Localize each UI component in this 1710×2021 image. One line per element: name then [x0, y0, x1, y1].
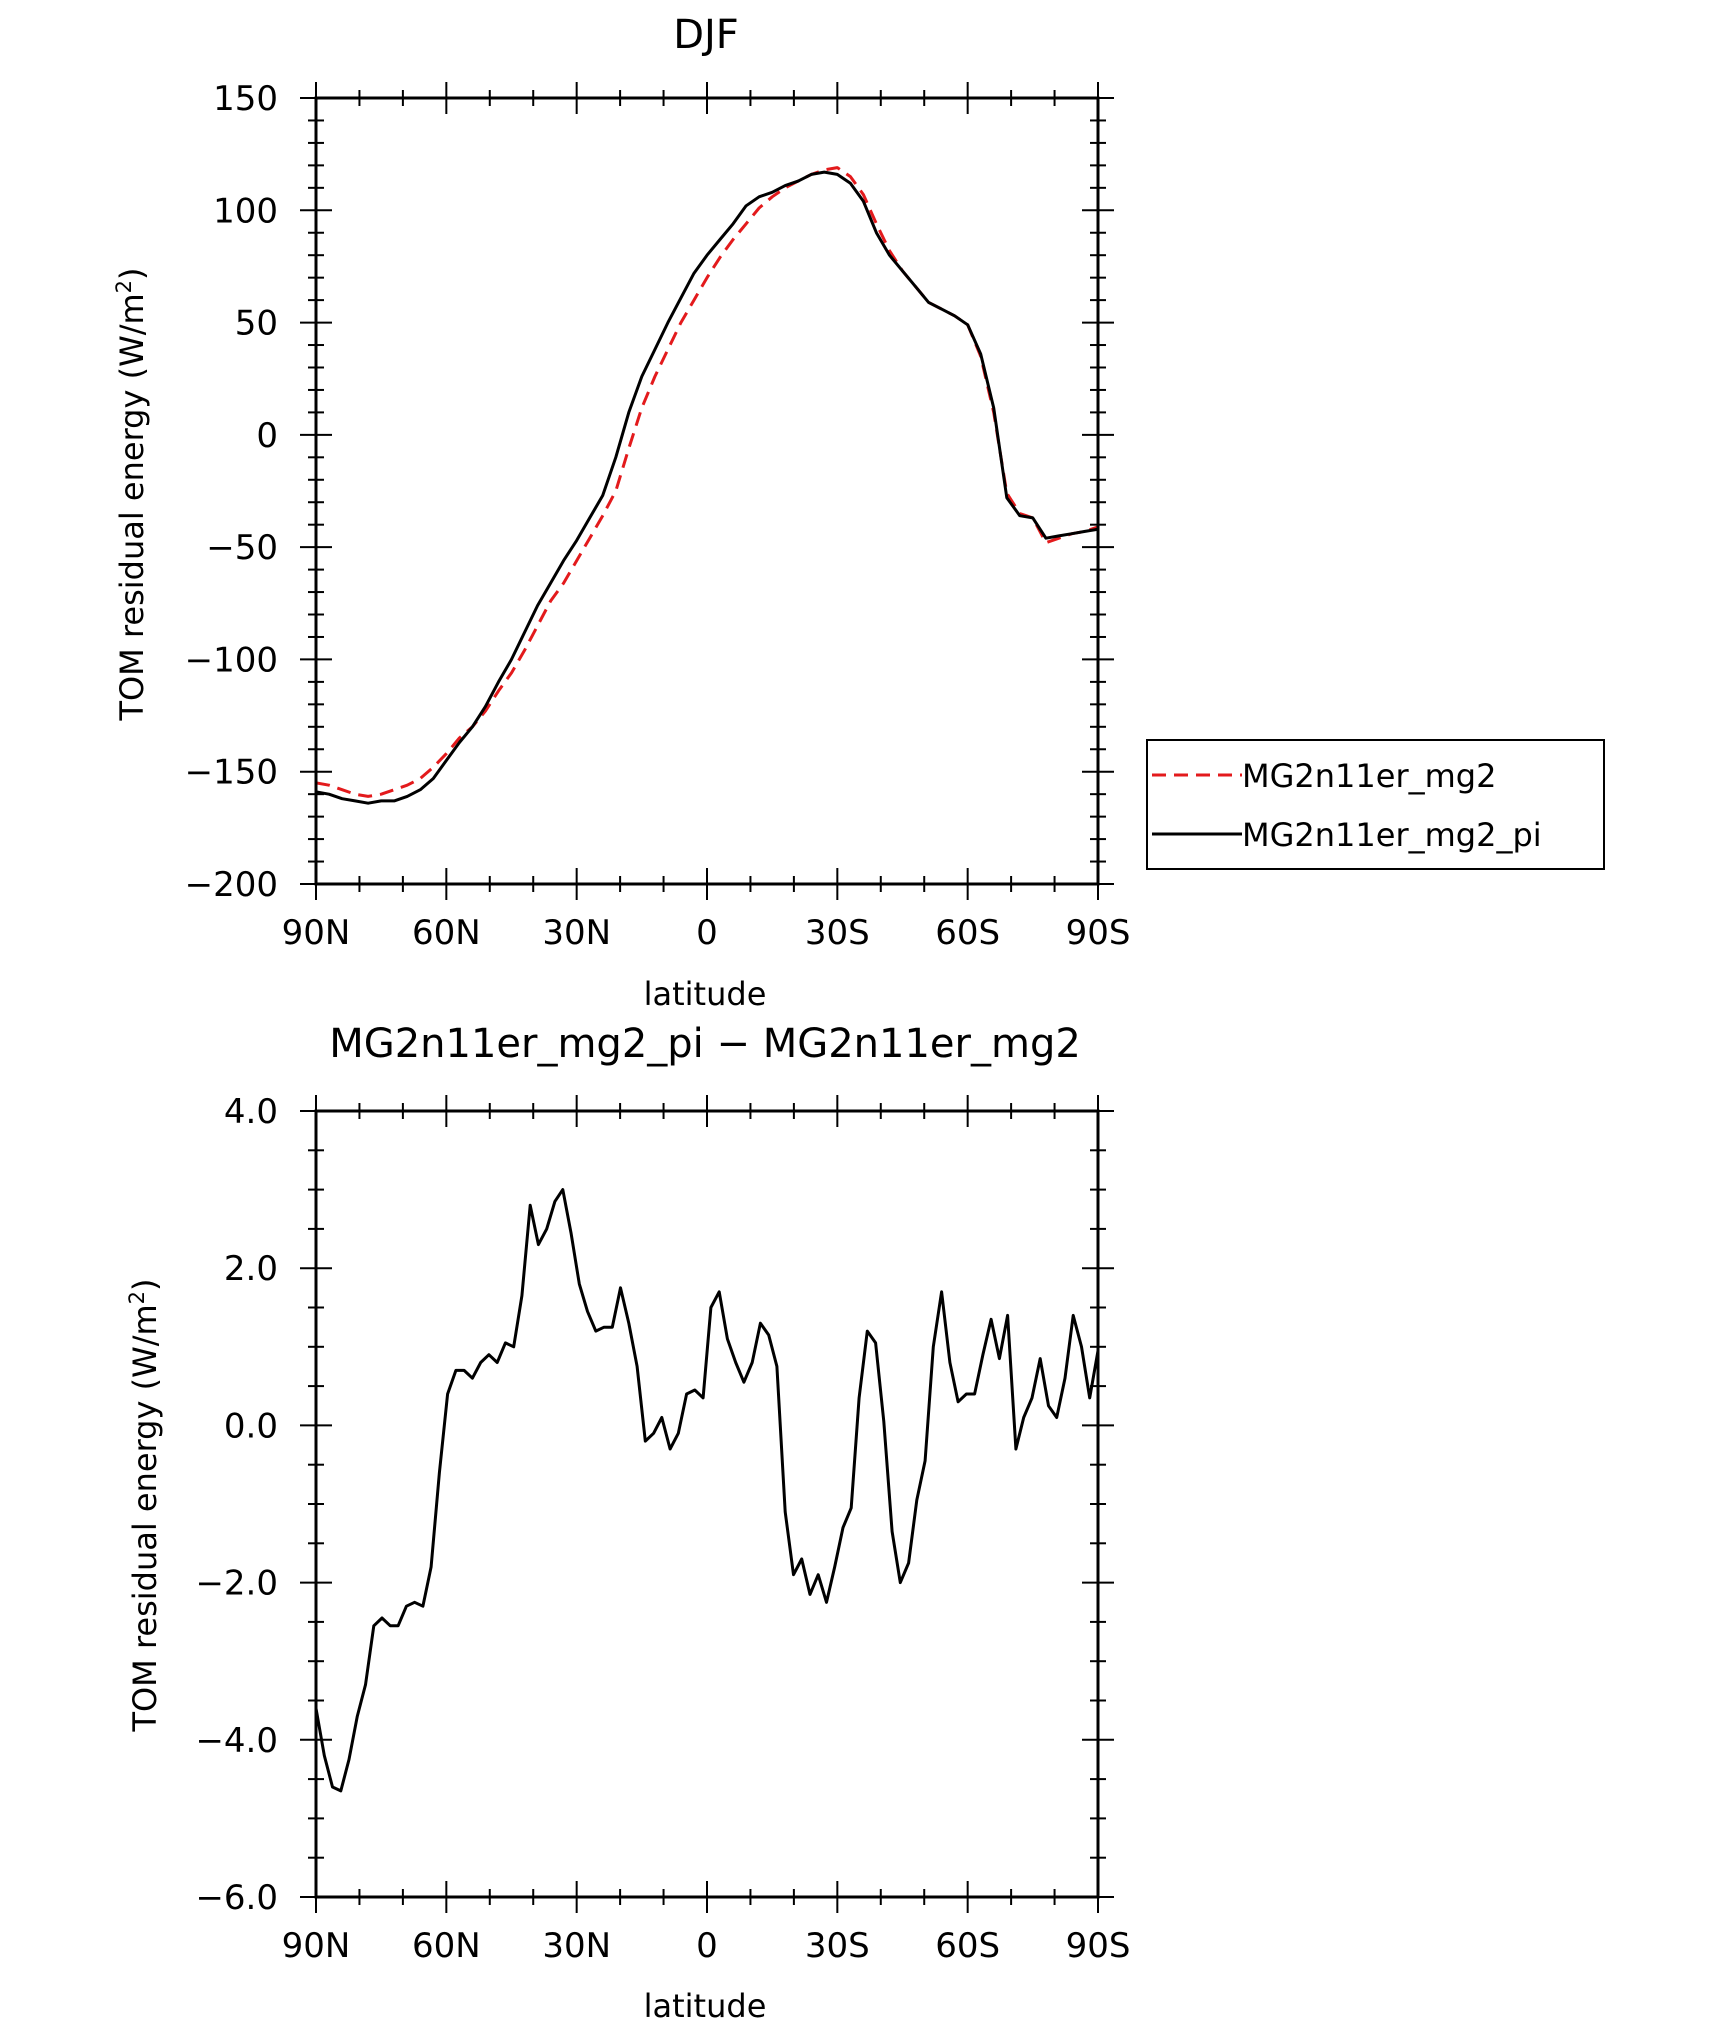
series-line-1	[316, 1188, 1098, 1793]
legend: MG2n11er_mg2 MG2n11er_mg2_pi	[1146, 739, 1605, 870]
y-axis-label: TOM residual energy (W/m2)	[112, 267, 151, 721]
series-line-1	[316, 166, 1098, 798]
x-tick-label: 90S	[1066, 913, 1131, 953]
y-axis-label-text: TOM residual energy (W/m	[126, 1304, 164, 1732]
legend-label-mg2: MG2n11er_mg2	[1242, 757, 1496, 795]
panel-bottom-difference: MG2n11er_mg2_pi − MG2n11er_mg2 90N 60N 30N…	[125, 1021, 1130, 2021]
plot-frame	[314, 1109, 1100, 1899]
x-tick-label: 90N	[282, 913, 351, 953]
y-axis-label-text: TOM residual energy (W/m	[113, 293, 151, 721]
y-tick-label: −50	[206, 528, 278, 568]
y-tick-label: 0	[256, 416, 278, 456]
y-tick-label: −200	[185, 865, 278, 905]
y-axis-label: TOM residual energy (W/m2)	[125, 1278, 164, 1732]
plot-content: 90N 60N 30N 0 30S 60S 90S 150 100 50 0 −50 −100 −150 −…	[185, 79, 1131, 953]
y-tick-label: −2.0	[195, 1564, 278, 1604]
y-tick-label: 4.0	[224, 1092, 278, 1132]
y-axis-label-close: )	[113, 267, 151, 279]
x-tick-label: 60N	[412, 1926, 481, 1966]
x-tick-label: 0	[696, 913, 718, 953]
x-tick-label: 60S	[935, 1926, 1000, 1966]
panel-title: DJF	[673, 12, 739, 58]
panel-title: MG2n11er_mg2_pi − MG2n11er_mg2	[329, 1021, 1081, 1067]
legend-label-mg2-pi: MG2n11er_mg2_pi	[1242, 816, 1542, 854]
x-tick-label: 60S	[935, 913, 1000, 953]
panel-top-djf: DJF 90N 60N 30N 0 30S 60S 90S 150 100 50 0 −50 −100 −…	[112, 12, 1605, 1013]
x-tick-label: 30N	[542, 913, 611, 953]
x-tick-label: 30S	[805, 913, 870, 953]
x-tick-label: 90S	[1066, 1926, 1131, 1966]
y-tick-label: 150	[213, 79, 278, 119]
y-tick-label: 100	[213, 191, 278, 231]
x-axis-label: latitude	[644, 975, 767, 1013]
y-tick-label: 2.0	[224, 1249, 278, 1289]
x-tick-label: 90N	[282, 1926, 351, 1966]
y-tick-label: −100	[185, 640, 278, 680]
x-tick-label: 30S	[805, 1926, 870, 1966]
y-tick-label: −150	[185, 753, 278, 793]
y-tick-label: −4.0	[195, 1721, 278, 1761]
y-axis-label-superscript: 2	[125, 1291, 149, 1304]
x-tick-label: 0	[696, 1926, 718, 1966]
y-tick-label: 50	[235, 304, 278, 344]
y-axis-label-close: )	[126, 1278, 164, 1290]
series-line-2	[316, 170, 1098, 805]
x-tick-label: 60N	[412, 913, 481, 953]
y-tick-label: −6.0	[195, 1878, 278, 1918]
x-tick-label: 30N	[542, 1926, 611, 1966]
legend-box	[1146, 739, 1605, 870]
plot-content: 90N 60N 30N 0 30S 60S 90S 4.0 2.0 0.0 −2.0 −4.0 −6.0	[195, 1092, 1130, 1966]
y-tick-label: 0.0	[224, 1406, 278, 1446]
y-axis-label-superscript: 2	[112, 280, 136, 293]
x-axis-label: latitude	[644, 1987, 767, 2021]
plot-frame	[314, 96, 1100, 886]
